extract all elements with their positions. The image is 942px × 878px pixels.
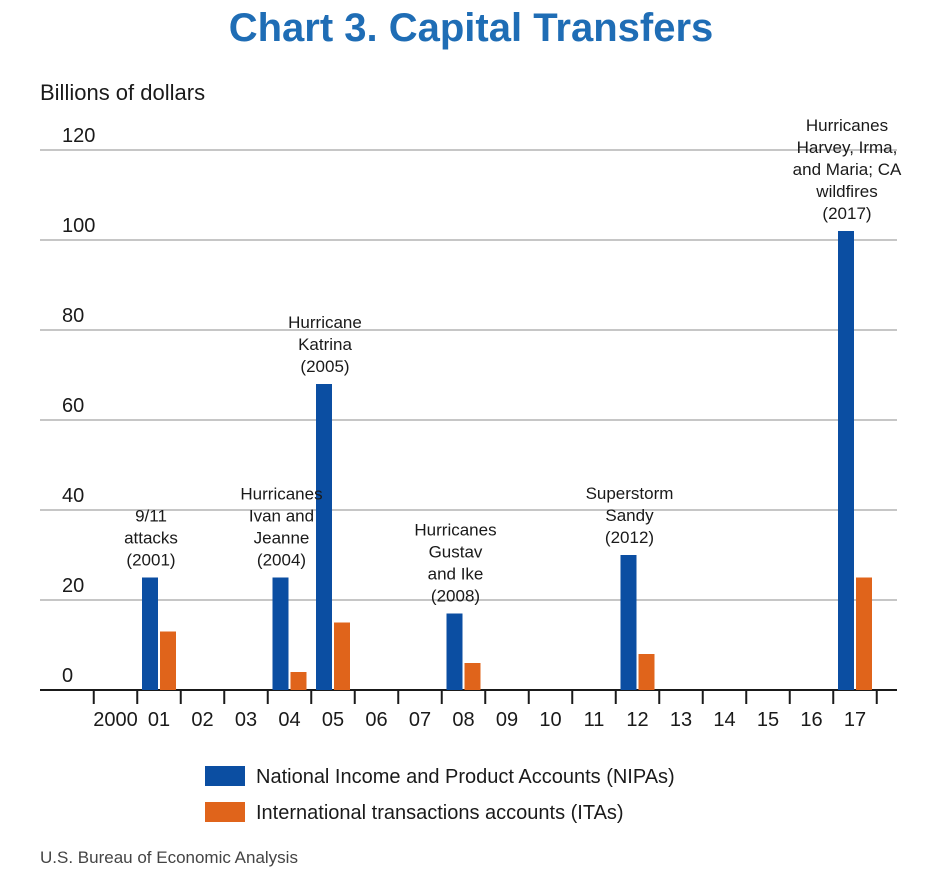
ita-bar <box>334 622 350 690</box>
x-tick-label: 16 <box>800 709 822 731</box>
nipa-bar <box>838 231 854 690</box>
y-tick-label: 100 <box>62 215 95 237</box>
annotation-line: (2001) <box>126 551 175 570</box>
x-tick-label: 2000 <box>93 709 138 731</box>
x-tick-label: 02 <box>191 709 213 731</box>
ita-bar <box>464 663 481 690</box>
annotation-line: (2005) <box>300 357 349 376</box>
bar-annotation: 9/11 attacks (2001) <box>124 507 178 570</box>
x-tick-label: 09 <box>496 709 518 731</box>
x-tick-label: 10 <box>539 709 561 731</box>
annotation-line: (2012) <box>605 528 654 547</box>
annotation-line: Jeanne <box>254 529 310 548</box>
y-tick-label: 60 <box>62 395 84 417</box>
annotation-line: Harvey, Irma, <box>797 138 898 157</box>
x-tick-label: 05 <box>322 709 344 731</box>
bar-annotation: Hurricane Katrina (2005) <box>288 313 362 376</box>
y-tick-label: 40 <box>62 485 84 507</box>
y-tick-label: 80 <box>62 305 84 327</box>
ita-bar <box>638 654 655 690</box>
ita-bar <box>856 577 872 690</box>
bar-annotation: Hurricanes Gustav and Ike (2008) <box>414 521 496 606</box>
annotation-line: and Maria; CA <box>793 160 902 179</box>
annotation-line: Sandy <box>605 506 654 525</box>
x-tick-label: 17 <box>844 709 866 731</box>
annotation-line: Superstorm <box>586 484 674 503</box>
source-note: U.S. Bureau of Economic Analysis <box>40 848 298 867</box>
legend-swatch-ita <box>205 802 245 822</box>
x-tick-label: 03 <box>235 709 257 731</box>
x-tick-label: 14 <box>713 709 735 731</box>
y-tick-label: 20 <box>62 575 84 597</box>
legend-label-ita: International transactions accounts (ITA… <box>256 802 624 824</box>
bar-annotation: Superstorm Sandy (2012) <box>586 484 674 547</box>
ita-bar <box>290 672 307 690</box>
nipa-bar <box>316 384 332 690</box>
annotation-line: Hurricanes <box>806 116 888 135</box>
nipa-bar <box>142 577 158 690</box>
annotation-line: Gustav <box>429 543 483 562</box>
x-tick-label: 12 <box>626 709 648 731</box>
annotation-line: and Ike <box>428 565 484 584</box>
ita-bar <box>160 631 176 690</box>
bar-annotation: Hurricanes Harvey, Irma, and Maria; CA wild… <box>793 116 902 223</box>
annotation-line: (2017) <box>822 204 871 223</box>
x-tick-label: 04 <box>278 709 300 731</box>
annotation-line: wildfires <box>815 182 877 201</box>
x-tick-label: 08 <box>452 709 474 731</box>
nipa-bar <box>272 577 289 690</box>
legend-label-nipa: National Income and Product Accounts (NI… <box>256 766 675 788</box>
legend-swatch-nipa <box>205 766 245 786</box>
annotation-line: Hurricanes <box>414 521 496 540</box>
annotation-line: attacks <box>124 529 178 548</box>
x-tick-label: 11 <box>584 709 605 731</box>
annotation-line: (2008) <box>431 587 480 606</box>
bar-annotation: Hurricanes Ivan and Jeanne (2004) <box>240 485 322 570</box>
annotation-line: (2004) <box>257 551 306 570</box>
y-axis-unit-label: Billions of dollars <box>40 80 206 105</box>
x-tick-label: 01 <box>148 709 170 731</box>
annotation-line: Katrina <box>298 335 352 354</box>
nipa-bar <box>620 555 637 690</box>
annotation-line: Ivan and <box>249 507 314 526</box>
nipa-bar <box>446 613 463 690</box>
x-tick-label: 06 <box>365 709 387 731</box>
annotation-line: Hurricanes <box>240 485 322 504</box>
x-tick-label: 07 <box>409 709 431 731</box>
y-tick-label: 120 <box>62 125 95 147</box>
annotation-line: Hurricane <box>288 313 362 332</box>
y-tick-label: 0 <box>62 665 73 687</box>
chart-title: Chart 3. Capital Transfers <box>228 6 714 50</box>
x-tick-label: 13 <box>670 709 692 731</box>
x-tick-label: 15 <box>757 709 779 731</box>
annotation-line: 9/11 <box>135 507 167 526</box>
